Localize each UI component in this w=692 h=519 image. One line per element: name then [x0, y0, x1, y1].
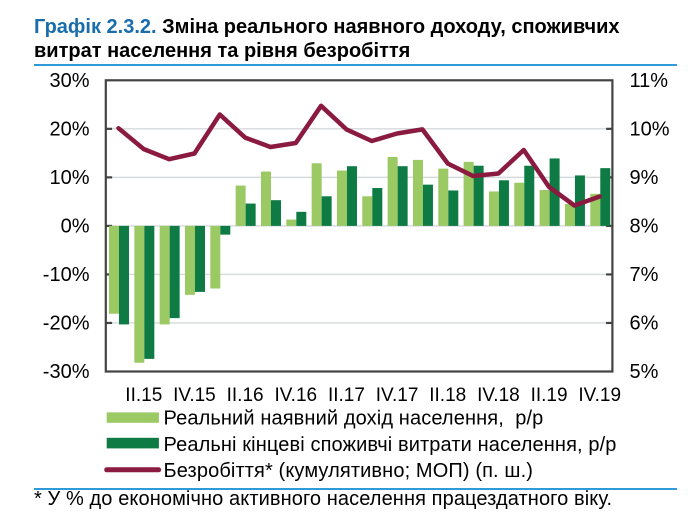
- svg-text:IV.19: IV.19: [578, 385, 621, 406]
- svg-text:10%: 10%: [49, 167, 89, 189]
- svg-text:20%: 20%: [49, 118, 89, 140]
- svg-text:II.16: II.16: [227, 385, 264, 406]
- svg-text:Безробіття* (кумулятивно; МОП): Безробіття* (кумулятивно; МОП) (п. ш.): [164, 460, 534, 482]
- svg-text:11%: 11%: [630, 70, 669, 92]
- svg-text:IV.16: IV.16: [274, 385, 317, 406]
- svg-text:Реальні кінцеві споживчі витра: Реальні кінцеві споживчі витрати населен…: [164, 434, 617, 456]
- svg-text:8%: 8%: [630, 216, 659, 238]
- svg-text:Реальний наявний дохід населен: Реальний наявний дохід населення, р/р: [164, 408, 544, 430]
- svg-text:0%: 0%: [61, 216, 90, 238]
- svg-text:IV.15: IV.15: [173, 385, 216, 406]
- svg-text:5%: 5%: [630, 361, 659, 383]
- svg-text:30%: 30%: [49, 70, 89, 92]
- svg-text:II.19: II.19: [531, 385, 568, 406]
- svg-text:II.18: II.18: [429, 385, 466, 406]
- svg-text:II.17: II.17: [328, 385, 365, 406]
- svg-text:-10%: -10%: [43, 264, 90, 286]
- svg-text:-20%: -20%: [43, 313, 90, 335]
- svg-text:II.15: II.15: [125, 385, 162, 406]
- svg-text:9%: 9%: [630, 167, 659, 189]
- svg-text:IV.17: IV.17: [376, 385, 419, 406]
- svg-text:6%: 6%: [630, 313, 659, 335]
- svg-text:10%: 10%: [630, 118, 670, 140]
- svg-text:IV.18: IV.18: [477, 385, 520, 406]
- svg-text:-30%: -30%: [43, 361, 90, 383]
- svg-text:7%: 7%: [630, 264, 659, 286]
